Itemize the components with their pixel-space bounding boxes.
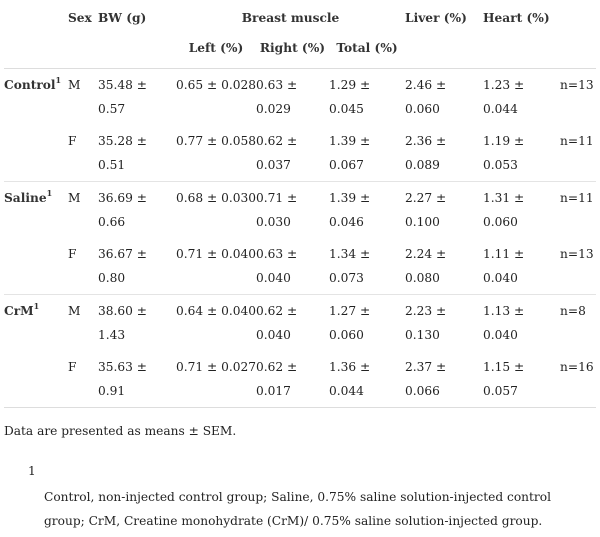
left-cell: 0.71 ± 0.027	[176, 351, 256, 408]
bw-cell: 36.69 ± 0.66	[98, 191, 147, 229]
right-cell: 0.63 ± 0.040	[256, 238, 329, 295]
subheader-row: Left (%) Right (%) Total (%)	[4, 36, 597, 69]
table-note: Data are presented as means ± SEM.	[4, 424, 237, 438]
left-cell: 0.71 ± 0.040	[176, 238, 256, 295]
liver-cell: 2.23 ± 0.130	[405, 304, 447, 342]
right-cell: 0.62 ± 0.017	[256, 351, 329, 408]
footnote-number: 1	[28, 464, 36, 478]
footnote-text: Control, non-injected control group; Sal…	[44, 490, 551, 528]
header-sex: Sex	[68, 11, 92, 25]
n-cell: n=16	[560, 351, 597, 408]
sex-cell: F	[68, 125, 98, 182]
right-cell: 0.71 ± 0.030	[256, 191, 298, 229]
liver-cell: 2.27 ± 0.100	[405, 191, 447, 229]
heart-cell: 1.11 ± 0.040	[483, 238, 561, 295]
heart-cell: 1.19 ± 0.053	[483, 125, 561, 182]
header-heart: Heart (%)	[483, 11, 550, 25]
left-cell: 0.65 ± 0.028	[176, 78, 256, 92]
total-cell: 1.34 ± 0.073	[329, 238, 406, 295]
bw-cell: 36.67 ± 0.80	[98, 238, 176, 295]
header-right: Right (%)	[259, 41, 326, 55]
liver-cell: 2.24 ± 0.080	[405, 238, 484, 295]
heart-cell: 1.23 ± 0.044	[483, 78, 525, 116]
bw-cell: 35.63 ± 0.91	[98, 351, 176, 408]
bw-cell: 35.28 ± 0.51	[98, 125, 176, 182]
liver-cell: 2.37 ± 0.066	[405, 351, 484, 408]
left-cell: 0.68 ± 0.030	[176, 191, 256, 205]
header-row: Sex BW (g) Breast muscle Liver (%) Heart…	[4, 6, 596, 36]
sex-cell: M	[68, 78, 81, 92]
header-left: Left (%)	[188, 41, 244, 55]
heart-cell: 1.15 ± 0.057	[483, 351, 561, 408]
heart-cell: 1.13 ± 0.040	[483, 304, 525, 342]
total-cell: 1.36 ± 0.044	[329, 351, 406, 408]
sex-cell: M	[68, 191, 81, 205]
table-row: F 35.28 ± 0.51 0.77 ± 0.058 0.62 ± 0.037…	[4, 125, 597, 182]
table-row: Control1 M 35.48 ± 0.57 0.65 ± 0.028 0.6…	[4, 69, 596, 126]
header-total: Total (%)	[336, 41, 398, 55]
liver-cell: 2.36 ± 0.089	[405, 125, 484, 182]
bw-cell: 35.48 ± 0.57	[98, 78, 147, 116]
group-label: Saline1	[4, 187, 53, 205]
n-cell: n=11	[560, 125, 597, 182]
group-label: CrM1	[4, 300, 40, 318]
footnote-marker: 1	[55, 74, 62, 85]
sex-cell: F	[68, 351, 98, 408]
heart-cell: 1.31 ± 0.060	[483, 191, 525, 229]
table-row: F 36.67 ± 0.80 0.71 ± 0.040 0.63 ± 0.040…	[4, 238, 597, 295]
table-row: Saline1 M 36.69 ± 0.66 0.68 ± 0.030 0.71…	[4, 182, 596, 239]
table-row: CrM1 M 38.60 ± 1.43 0.64 ± 0.040 0.62 ± …	[4, 295, 596, 352]
left-cell: 0.64 ± 0.040	[176, 304, 256, 318]
total-cell: 1.29 ± 0.045	[329, 78, 371, 116]
footnote-marker: 1	[46, 187, 53, 198]
liver-cell: 2.46 ± 0.060	[405, 78, 447, 116]
total-cell: 1.39 ± 0.046	[329, 191, 371, 229]
right-cell: 0.63 ± 0.029	[256, 78, 298, 116]
total-cell: 1.39 ± 0.067	[329, 125, 406, 182]
n-cell: n=13	[560, 238, 597, 295]
bw-cell: 38.60 ± 1.43	[98, 304, 147, 342]
n-cell: n=8	[560, 304, 586, 318]
right-cell: 0.62 ± 0.040	[256, 304, 298, 342]
header-group	[4, 6, 68, 36]
table-row: F 35.63 ± 0.91 0.71 ± 0.027 0.62 ± 0.017…	[4, 351, 597, 408]
header-breast-muscle: Breast muscle	[241, 11, 340, 25]
header-bw: BW (g)	[98, 11, 147, 25]
n-cell: n=13	[560, 78, 594, 92]
left-cell: 0.77 ± 0.058	[176, 125, 256, 182]
n-cell: n=11	[560, 191, 594, 205]
total-cell: 1.27 ± 0.060	[329, 304, 371, 342]
sex-cell: M	[68, 304, 81, 318]
data-table: Sex BW (g) Breast muscle Liver (%) Heart…	[4, 6, 597, 408]
header-liver: Liver (%)	[405, 11, 467, 25]
footnote-marker: 1	[33, 300, 40, 311]
group-label: Control1	[4, 74, 62, 92]
sex-cell: F	[68, 238, 98, 295]
right-cell: 0.62 ± 0.037	[256, 125, 329, 182]
